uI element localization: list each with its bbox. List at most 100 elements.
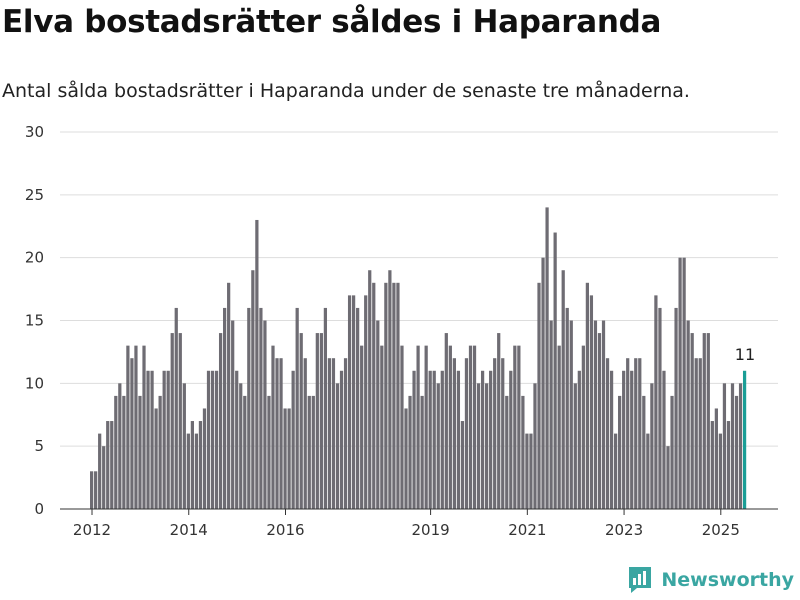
bar <box>408 395 412 509</box>
bar <box>501 358 505 509</box>
bar <box>642 395 646 509</box>
bar <box>605 358 610 509</box>
bar <box>311 395 315 509</box>
bar <box>513 345 517 509</box>
bar <box>472 345 477 509</box>
bar <box>420 395 424 509</box>
y-tick-label: 10 <box>25 374 44 392</box>
brand-name: Newsworthy <box>661 569 794 591</box>
bar <box>223 307 227 509</box>
bar <box>126 345 130 509</box>
data-label-latest: 11 <box>735 345 755 364</box>
bar <box>118 383 122 509</box>
y-tick-label: 0 <box>34 500 44 518</box>
bar <box>372 282 376 509</box>
bar <box>674 307 678 509</box>
bar <box>416 345 420 509</box>
bar <box>718 433 723 509</box>
bar <box>335 383 340 509</box>
bar <box>662 370 666 509</box>
bar <box>436 383 440 509</box>
bar <box>130 358 134 509</box>
y-tick-label: 30 <box>25 123 44 141</box>
bar <box>110 421 114 509</box>
bar <box>460 421 465 509</box>
bar <box>690 333 694 509</box>
bar <box>537 282 541 509</box>
bar-latest <box>742 370 747 509</box>
bar <box>166 370 170 509</box>
bars <box>90 207 747 509</box>
x-tick-label: 2012 <box>73 521 111 539</box>
bar <box>533 383 537 509</box>
bar <box>356 307 360 509</box>
newsworthy-icon <box>629 567 652 593</box>
bar <box>94 471 98 509</box>
bar <box>287 408 291 509</box>
bar <box>182 383 186 509</box>
bar <box>634 358 638 509</box>
bar <box>714 408 718 509</box>
bar <box>509 370 513 509</box>
bar <box>206 370 211 509</box>
bar <box>432 370 436 509</box>
bar <box>424 345 428 509</box>
bar <box>670 395 674 509</box>
bar <box>122 395 126 509</box>
bar <box>347 295 352 509</box>
bar <box>283 408 287 509</box>
bar <box>202 408 207 509</box>
bar <box>480 370 485 509</box>
bar <box>666 446 670 509</box>
bar <box>630 370 634 509</box>
bar <box>738 383 743 509</box>
bar <box>263 320 267 509</box>
bar <box>364 295 368 509</box>
bar <box>541 257 545 509</box>
bar <box>545 207 549 509</box>
bar <box>525 433 529 509</box>
bar <box>517 345 521 509</box>
bar <box>428 370 432 509</box>
bar <box>186 433 190 509</box>
bar <box>678 257 682 509</box>
bar <box>529 433 533 509</box>
chart-subtitle: Antal sålda bostadsrätter i Haparanda un… <box>2 80 690 102</box>
bar <box>597 333 602 509</box>
bar <box>618 395 622 509</box>
bar <box>267 395 271 509</box>
bar <box>227 282 231 509</box>
bar <box>730 383 735 509</box>
bar <box>682 257 686 509</box>
bar <box>138 395 142 509</box>
bar <box>622 370 626 509</box>
bar <box>210 370 215 509</box>
bar <box>134 345 138 509</box>
bar <box>380 345 384 509</box>
bar <box>247 307 251 509</box>
bar <box>448 345 452 509</box>
bar <box>686 320 690 509</box>
bar <box>323 307 328 509</box>
chart-title: Elva bostadsrätter såldes i Haparanda <box>2 4 662 40</box>
bar <box>327 358 332 509</box>
bar <box>573 383 577 509</box>
bar <box>638 358 642 509</box>
y-tick-label: 5 <box>34 437 44 455</box>
bar <box>271 345 275 509</box>
bar <box>577 370 581 509</box>
bar <box>231 320 235 509</box>
x-tick-label: 2021 <box>508 521 546 539</box>
bar <box>440 370 444 509</box>
bar <box>259 307 263 509</box>
bar <box>384 282 388 509</box>
x-tick-label: 2016 <box>266 521 304 539</box>
bar <box>158 395 162 509</box>
bar <box>497 333 501 509</box>
bar <box>98 433 102 509</box>
bar <box>90 471 94 509</box>
bar <box>331 358 336 509</box>
bar <box>698 358 702 509</box>
